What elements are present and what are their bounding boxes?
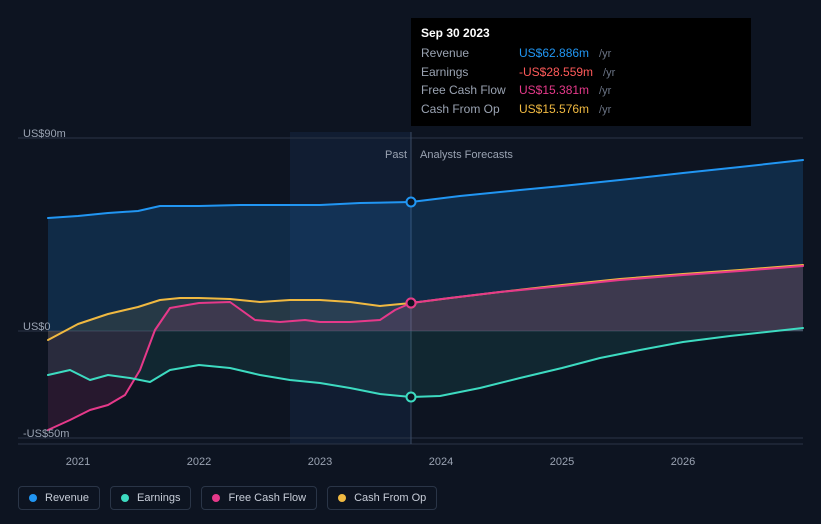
forecast-label: Analysts Forecasts [420,149,513,161]
x-axis-label: 2023 [308,456,332,468]
tooltip-unit: /yr [599,102,611,119]
x-axis-label: 2026 [671,456,695,468]
legend-dot-icon [212,494,220,502]
x-axis-label: 2022 [187,456,211,468]
y-axis-label: US$0 [23,321,51,333]
tooltip-row: Cash From Op US$15.576m/yr [421,100,741,119]
legend-dot-icon [29,494,37,502]
tooltip-row: Free Cash Flow US$15.381m/yr [421,81,741,100]
legend-label: Cash From Op [354,492,426,504]
tooltip-metric-value: -US$28.559m [519,63,593,81]
legend-dot-icon [338,494,346,502]
tooltip-metric-label: Cash From Op [421,100,511,118]
y-axis-label: US$90m [23,128,66,140]
tooltip-unit: /yr [603,65,615,82]
x-axis-label: 2024 [429,456,453,468]
legend-item-free_cash_flow[interactable]: Free Cash Flow [201,486,317,510]
tooltip-unit: /yr [599,46,611,63]
tooltip-metric-label: Revenue [421,44,511,62]
past-label: Past [385,149,407,161]
chart-tooltip: Sep 30 2023 RevenueUS$62.886m/yrEarnings… [411,18,751,126]
legend-item-cash_from_op[interactable]: Cash From Op [327,486,437,510]
tooltip-metric-label: Earnings [421,63,511,81]
legend-item-earnings[interactable]: Earnings [110,486,191,510]
tooltip-metric-value: US$15.576m [519,100,589,118]
x-axis-label: 2025 [550,456,574,468]
chart-legend: Revenue Earnings Free Cash Flow Cash From O… [18,486,437,510]
tooltip-unit: /yr [599,83,611,100]
financial-forecast-chart: US$90m US$0 -US$50m 2021 2022 2023 2024 2025 20… [0,0,821,524]
legend-label: Free Cash Flow [228,492,306,504]
x-axis-label: 2021 [66,456,90,468]
tooltip-metric-value: US$62.886m [519,44,589,62]
tooltip-metric-value: US$15.381m [519,81,589,99]
tooltip-row: Earnings -US$28.559m/yr [421,63,741,82]
tooltip-row: Revenue US$62.886m/yr [421,44,741,63]
legend-label: Earnings [137,492,180,504]
legend-dot-icon [121,494,129,502]
tooltip-metric-label: Free Cash Flow [421,81,511,99]
tooltip-date: Sep 30 2023 [421,26,741,40]
y-axis-label: -US$50m [23,428,69,440]
legend-label: Revenue [45,492,89,504]
legend-item-revenue[interactable]: Revenue [18,486,100,510]
